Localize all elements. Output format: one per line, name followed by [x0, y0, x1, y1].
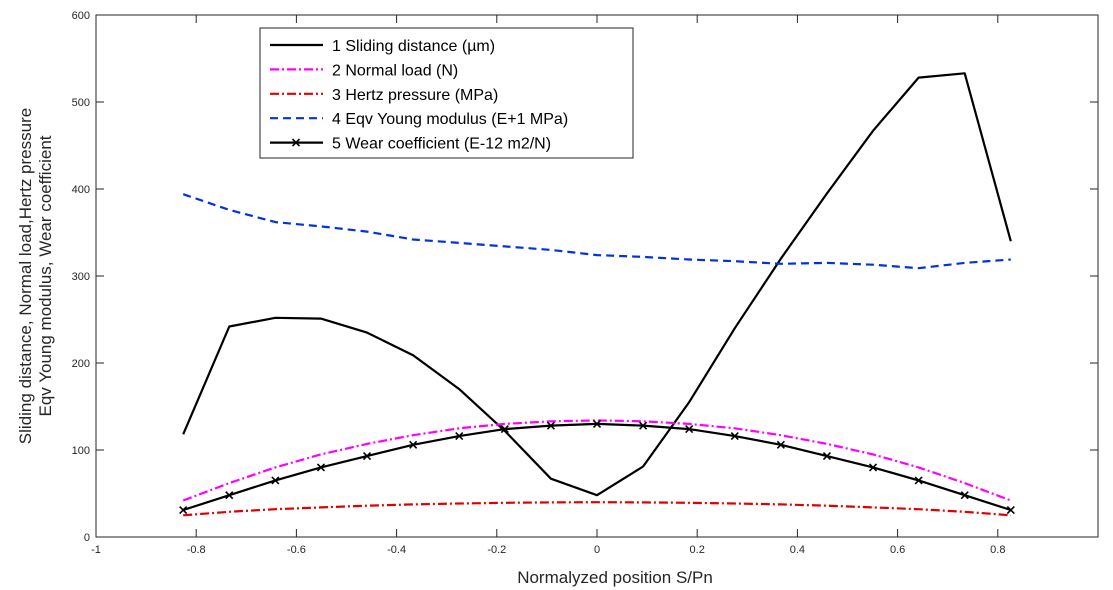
data-point [730, 432, 739, 441]
series-1 [182, 72, 1012, 497]
y-tick-label: 0 [84, 532, 90, 544]
series-line-3 [183, 501, 1011, 517]
legend-item-5: 5 Wear coefficient (E-12 m2/N) [270, 136, 551, 153]
data-point [639, 421, 648, 430]
data-point [776, 440, 785, 449]
y-tick-label: 500 [72, 97, 90, 109]
data-point [225, 491, 234, 500]
y-tick-label: 400 [72, 184, 90, 196]
data-point [500, 425, 509, 434]
series-line-2 [182, 419, 1012, 502]
y-tick-label: 100 [72, 445, 90, 457]
legend-label: 1 Sliding distance (µm) [332, 38, 495, 55]
legend-label: 4 Eqv Young modulus (E+1 MPa) [332, 111, 568, 128]
series-4 [182, 193, 1011, 270]
data-point [592, 419, 602, 428]
legend: 1 Sliding distance (µm) 2 Normal load (N)… [259, 27, 634, 159]
data-point [271, 476, 280, 485]
legend-item-4: 4 Eqv Young modulus (E+1 MPa) [270, 111, 568, 128]
data-point [914, 476, 923, 485]
series-5 [179, 419, 1015, 515]
series-2 [182, 419, 1012, 502]
legend-label: 5 Wear coefficient (E-12 m2/N) [332, 136, 551, 153]
series-layer [179, 72, 1015, 517]
y-axis-label-line-2: Eqv Young modulus, Wear coefficient [36, 135, 55, 416]
x-tick-label: 0.8 [990, 544, 1005, 556]
data-point [822, 452, 832, 461]
x-axis-label: Normalyzed position S/Pn [517, 568, 713, 587]
x-tick-label: 0.2 [690, 544, 705, 556]
data-point [685, 425, 694, 434]
x-tick-label: 0.6 [890, 544, 905, 556]
data-point [868, 463, 878, 472]
series-line-4 [182, 193, 1011, 270]
data-point [546, 421, 555, 430]
data-point [1006, 505, 1015, 515]
y-axis-label-line-1: Sliding distance, Normal load,Hertz pres… [16, 108, 35, 444]
legend-item-1: 1 Sliding distance (µm) [270, 38, 495, 55]
data-point [362, 452, 372, 461]
x-tick-label: -0.2 [487, 544, 506, 556]
data-point [960, 491, 969, 500]
data-point [179, 505, 188, 515]
legend-item-2: 2 Normal load (N) [270, 62, 458, 79]
y-tick-label: 200 [72, 358, 90, 370]
ticks: -1 -0.8 -0.6 -0.4 -0.2 0 0.2 0.4 0.6 0.8 0 100 200 30… [72, 10, 1098, 556]
series-3 [183, 501, 1011, 517]
data-point [455, 432, 464, 441]
legend-label: 3 Hertz pressure (MPa) [332, 87, 498, 104]
series-line-1 [182, 72, 1012, 497]
x-tick-label: 0.4 [790, 544, 805, 556]
x-tick-label: 0 [594, 544, 600, 556]
y-tick-label: 300 [72, 271, 90, 283]
data-point [409, 440, 418, 449]
legend-label: 2 Normal load (N) [332, 62, 458, 79]
x-tick-label: -0.4 [387, 544, 406, 556]
x-tick-label: -0.8 [187, 544, 206, 556]
y-tick-label: 600 [72, 10, 90, 22]
legend-marker [291, 138, 301, 147]
legend-item-3: 3 Hertz pressure (MPa) [270, 87, 498, 104]
x-tick-label: -0.6 [287, 544, 306, 556]
data-point [316, 463, 326, 472]
x-tick-label: -1 [91, 544, 101, 556]
